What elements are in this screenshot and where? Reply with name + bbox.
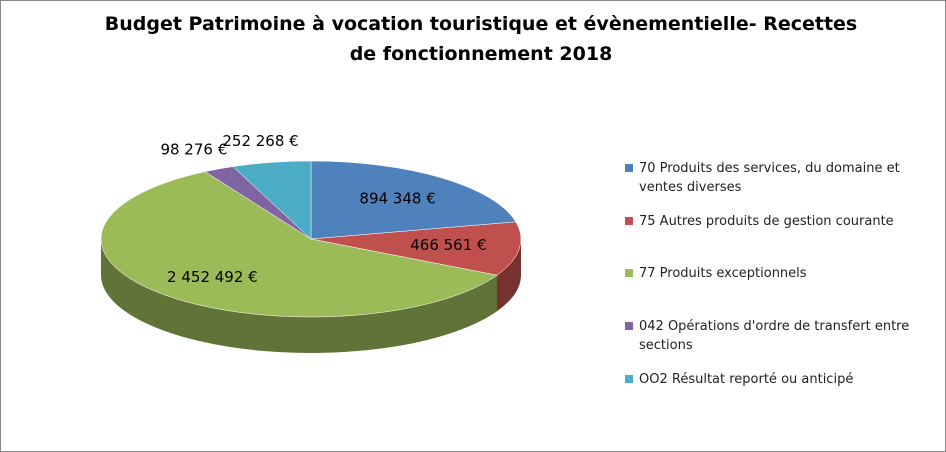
data-label: 466 561 € (410, 236, 486, 254)
legend-item: 75 Autres produits de gestion courante (625, 212, 925, 231)
legend-label: 75 Autres produits de gestion courante (639, 214, 894, 229)
data-label: 2 452 492 € (167, 268, 258, 286)
legend-item: 77 Produits exceptionnels (625, 264, 925, 283)
legend-item: 042 Opérations d'ordre de transfert entr… (625, 317, 925, 355)
slice (310, 160, 517, 240)
legend-label: 70 Produits des services, du domaine et … (639, 161, 900, 195)
legend-swatch (625, 375, 633, 383)
slice (310, 221, 522, 276)
legend-label: 042 Opérations d'ordre de transfert entr… (639, 319, 910, 353)
chart-title: Budget Patrimoine à vocation touristique… (104, 13, 858, 65)
data-label: 894 348 € (359, 189, 435, 207)
legend-swatch (625, 269, 633, 277)
legend-label: OO2 Résultat reporté ou anticipé (639, 372, 854, 387)
legend-swatch (625, 164, 633, 172)
legend-item: OO2 Résultat reporté ou anticipé (625, 370, 925, 389)
legend-swatch (625, 322, 633, 330)
legend-item: 70 Produits des services, du domaine et … (625, 159, 925, 197)
slice-side (497, 239, 521, 312)
legend-swatch (625, 217, 633, 225)
slice (232, 160, 312, 240)
slice-side (101, 239, 497, 354)
legend-label: 77 Produits exceptionnels (639, 266, 807, 281)
data-label: 98 276 € (160, 141, 227, 159)
slice (100, 171, 498, 318)
data-label: 252 268 € (222, 132, 298, 150)
